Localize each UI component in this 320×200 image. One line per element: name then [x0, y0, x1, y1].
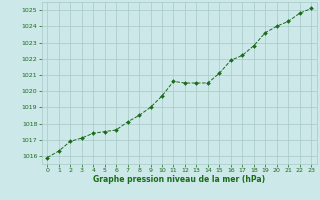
X-axis label: Graphe pression niveau de la mer (hPa): Graphe pression niveau de la mer (hPa)	[93, 175, 265, 184]
